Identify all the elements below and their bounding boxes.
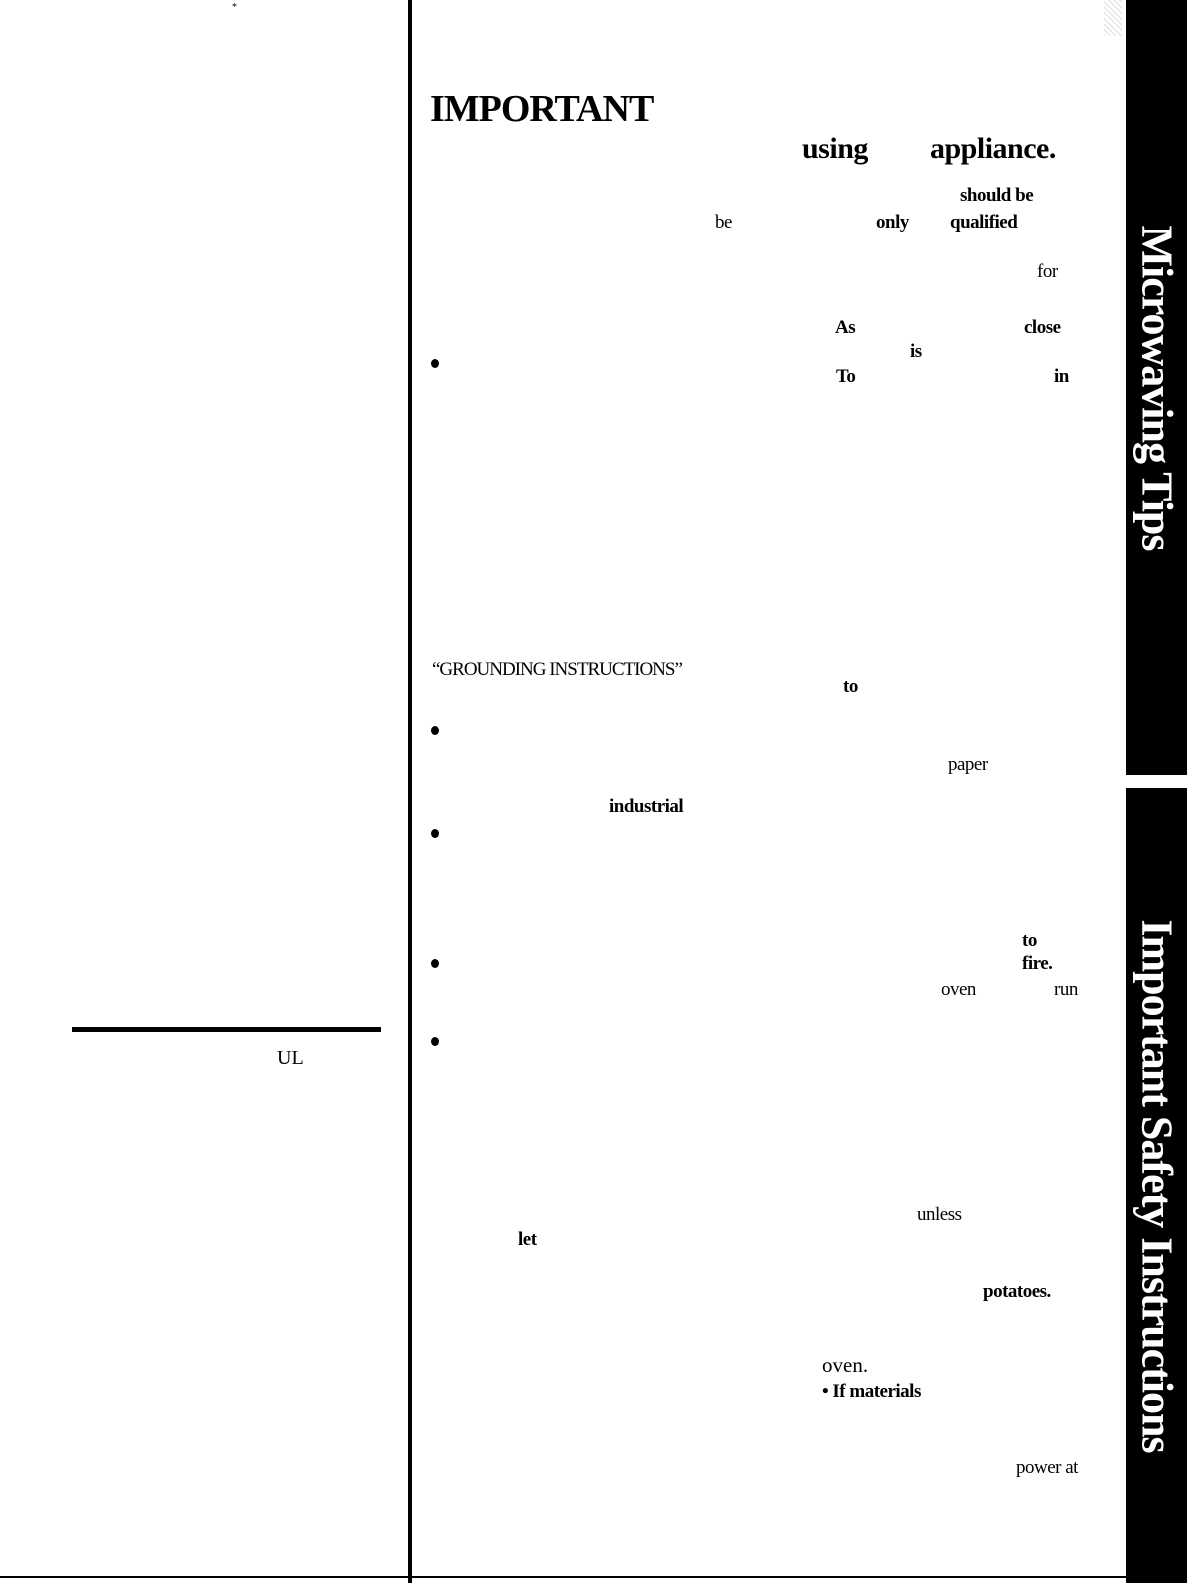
bottom-rule bbox=[0, 1576, 1130, 1578]
scan-noise bbox=[1104, 0, 1122, 36]
column-divider bbox=[408, 0, 412, 1583]
heading-word-appliance: appliance. bbox=[930, 132, 1056, 165]
word-oven-period: oven. bbox=[822, 1353, 869, 1377]
word-power-at: power at bbox=[1016, 1457, 1078, 1478]
word-let: let bbox=[518, 1229, 537, 1250]
bullet-dot bbox=[431, 959, 439, 968]
word-is: is bbox=[910, 341, 922, 362]
page-title: IMPORTANT bbox=[430, 88, 654, 130]
word-qualified: qualified bbox=[950, 212, 1018, 233]
word-to: To bbox=[836, 366, 856, 387]
heading-word-using: using bbox=[802, 132, 868, 165]
bullet-dot bbox=[431, 359, 439, 368]
word-paper: paper bbox=[948, 754, 988, 775]
word-run: run bbox=[1054, 979, 1078, 1000]
tab-microwaving-tips: Microwaving Tips bbox=[1126, 0, 1187, 775]
tab-label: Important Safety Instructions bbox=[1132, 918, 1181, 1453]
word-to: to bbox=[843, 676, 858, 697]
word-should-be: should be bbox=[960, 185, 1034, 206]
tab-important-safety-instructions: Important Safety Instructions bbox=[1126, 788, 1187, 1583]
bullet-dot bbox=[431, 1037, 439, 1046]
word-as: As bbox=[835, 317, 856, 338]
bullet-dot bbox=[431, 829, 439, 838]
word-only: only bbox=[876, 212, 909, 233]
word-to: to bbox=[1022, 930, 1037, 951]
tab-label: Microwaving Tips bbox=[1132, 224, 1181, 551]
word-fire: fire. bbox=[1022, 953, 1053, 974]
word-be: be bbox=[715, 212, 732, 233]
word-industrial: industrial bbox=[609, 796, 684, 817]
bullet-if-materials: • If materials bbox=[822, 1381, 921, 1402]
word-for: for bbox=[1037, 261, 1058, 282]
left-column-rule bbox=[72, 1027, 381, 1032]
word-unless: unless bbox=[917, 1204, 962, 1225]
word-oven: oven bbox=[941, 979, 976, 1000]
bullet-dot bbox=[431, 726, 439, 735]
word-in: in bbox=[1054, 366, 1069, 387]
word-potatoes: potatoes. bbox=[983, 1281, 1051, 1302]
word-close: close bbox=[1024, 317, 1061, 338]
word-ul: UL bbox=[277, 1047, 304, 1069]
speck-mark: * bbox=[232, 2, 237, 13]
grounding-instructions-ref: “GROUNDING INSTRUCTIONS” bbox=[432, 659, 683, 680]
